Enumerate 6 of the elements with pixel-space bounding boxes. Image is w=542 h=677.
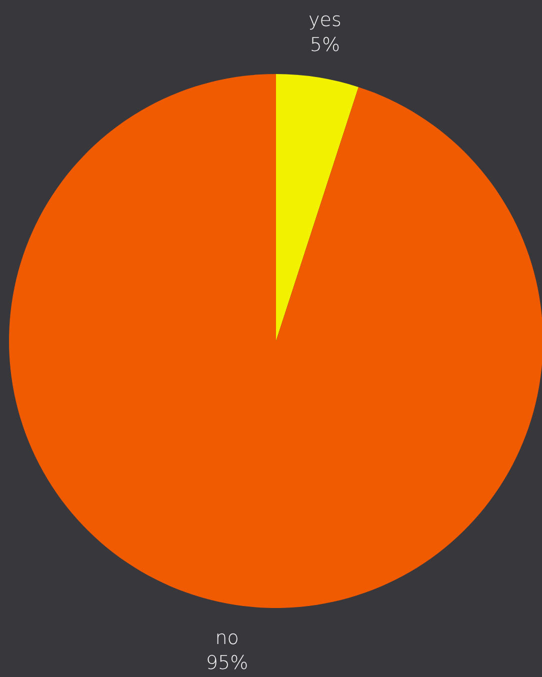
slice-label: no [215,627,239,650]
slice-label: yes [308,8,342,31]
data-label: 95% [206,652,248,674]
pie-slice [276,74,359,341]
pie-slice [9,74,542,608]
data-label: 5% [310,34,340,56]
